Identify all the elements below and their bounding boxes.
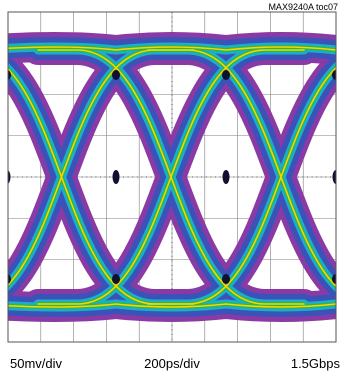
plot-frame [7,11,337,343]
crossing-marker-3-2 [332,274,336,284]
core-trace-transition-2-1 [147,66,336,305]
horizontal-scale-label: 200ps/div [144,356,200,371]
data-rate-label: 1.5Gbps [291,356,341,371]
crossing-marker-0-2 [8,274,11,284]
crossing-marker-1-1 [112,170,120,184]
crossing-marker-1-2 [112,274,120,284]
crossing-marker-2-1 [222,170,230,184]
crossing-marker-3-0 [332,70,336,80]
figure-label: MAX9240A toc07 [268,2,338,12]
core-trace-low-rail [8,303,336,308]
core-trace-high-rail [8,46,336,51]
crossing-marker-1-0 [112,70,120,80]
crossing-marker-0-1 [8,170,11,184]
crossing-marker-0-0 [8,70,11,80]
crossing-marker-2-2 [222,274,230,284]
crossing-marker-2-0 [222,70,230,80]
crossing-marker-3-1 [332,170,336,184]
eye-traces [8,32,336,322]
vertical-scale-label: 50mv/div [10,356,63,371]
core-trace-transition-0-1 [8,49,195,286]
core-trace-transition-1-1 [37,49,305,305]
